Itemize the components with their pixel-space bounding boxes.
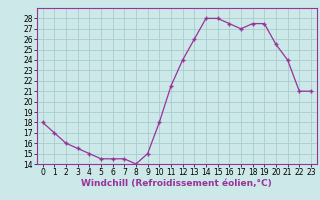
X-axis label: Windchill (Refroidissement éolien,°C): Windchill (Refroidissement éolien,°C) [81, 179, 272, 188]
